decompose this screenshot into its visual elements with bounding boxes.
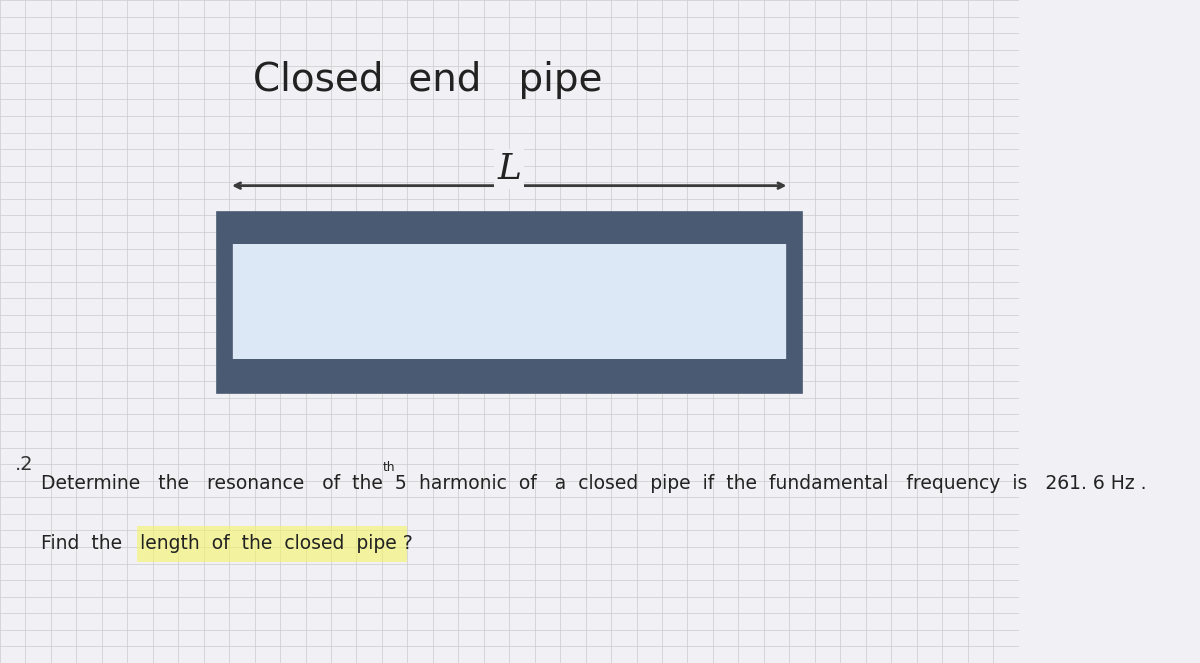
Text: L: L xyxy=(497,152,521,186)
FancyBboxPatch shape xyxy=(224,219,794,385)
Text: th: th xyxy=(383,461,396,474)
FancyBboxPatch shape xyxy=(138,526,408,562)
Text: Find  the   length  of  the  closed  pipe ?: Find the length of the closed pipe ? xyxy=(41,534,413,553)
Text: Determine   the   resonance   of  the  5: Determine the resonance of the 5 xyxy=(41,475,407,493)
Bar xyxy=(224,359,794,385)
Text: .2: .2 xyxy=(16,455,34,473)
Text: Closed  end   pipe: Closed end pipe xyxy=(253,60,602,99)
Bar xyxy=(224,219,794,244)
Text: harmonic  of   a  closed  pipe  if  the  fundamental   frequency  is   261. 6 Hz: harmonic of a closed pipe if the fundame… xyxy=(408,475,1147,493)
